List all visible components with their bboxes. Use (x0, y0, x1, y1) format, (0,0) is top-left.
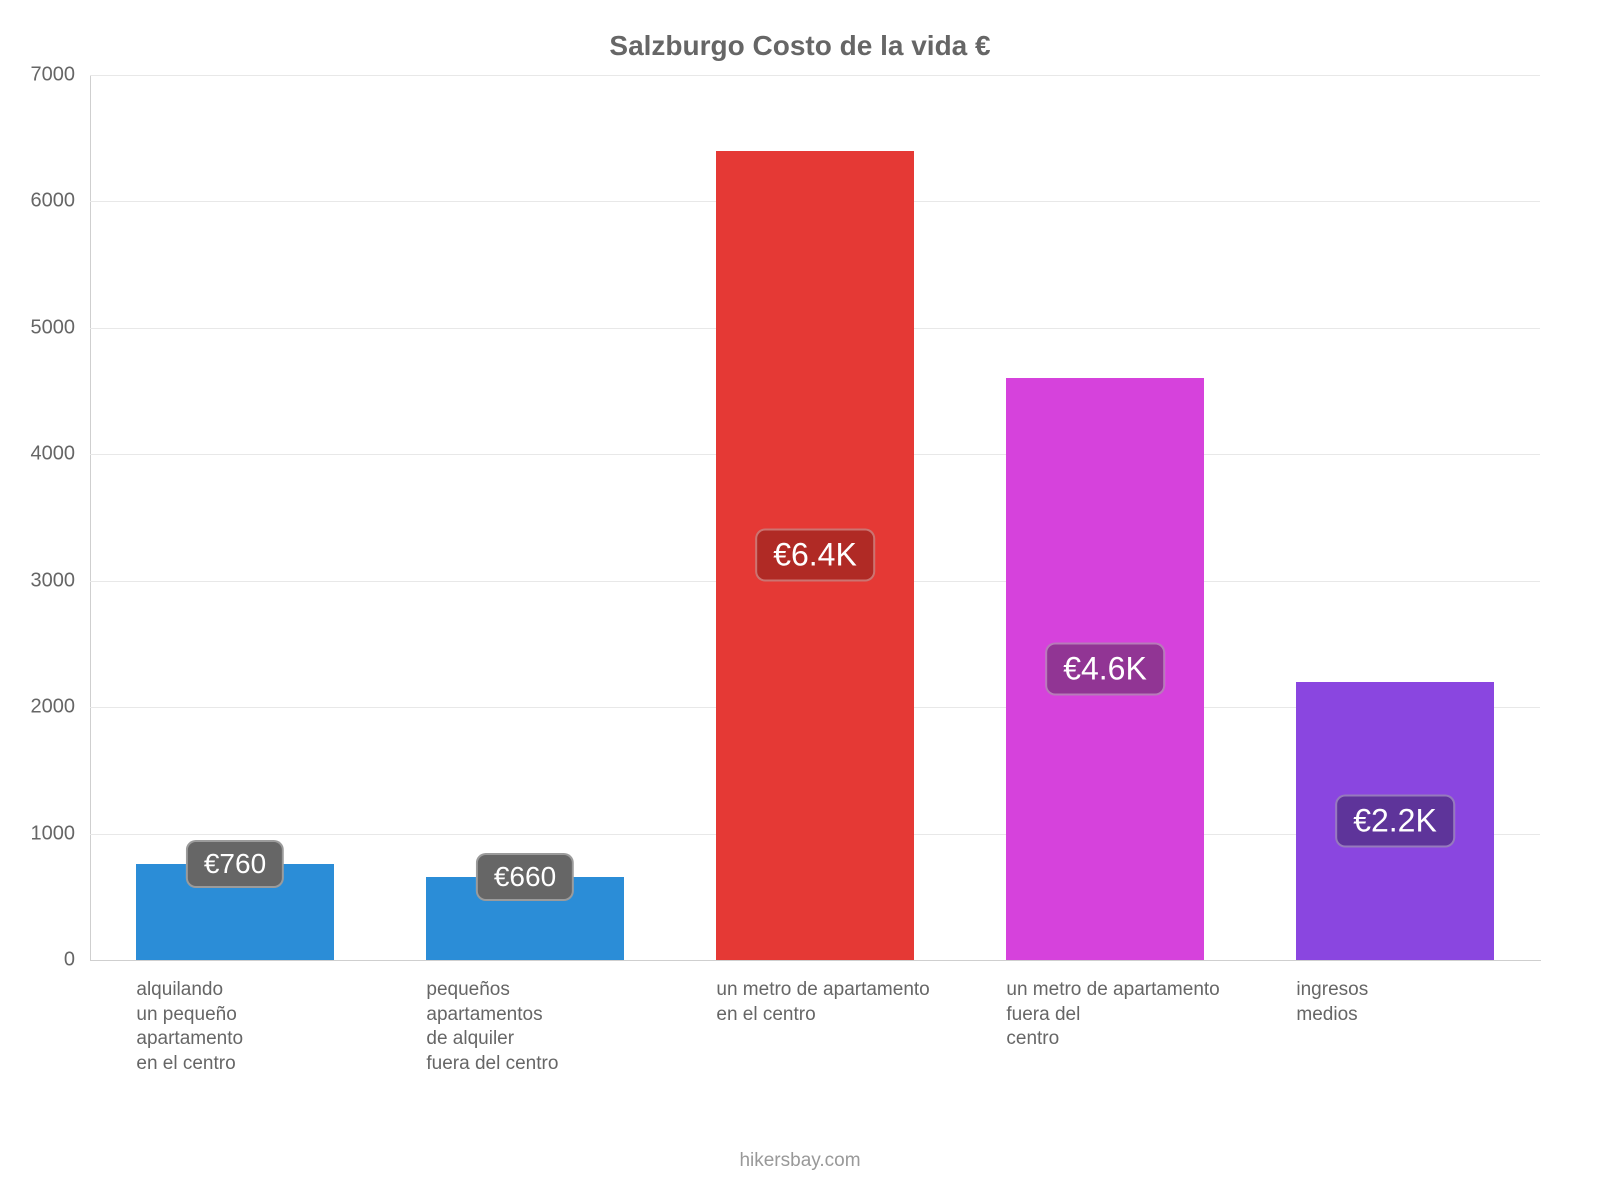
value-badge: €6.4K (755, 529, 875, 582)
value-badge: €760 (186, 840, 284, 888)
x-tick-label: alquilando un pequeño apartamento en el … (136, 978, 426, 1077)
y-tick-label: 0 (0, 949, 75, 972)
y-tick-label: 6000 (0, 190, 75, 213)
y-tick-label: 4000 (0, 443, 75, 466)
gridline (90, 75, 1540, 76)
y-tick-label: 5000 (0, 316, 75, 339)
y-tick-label: 3000 (0, 569, 75, 592)
chart-title: Salzburgo Costo de la vida € (0, 30, 1600, 62)
y-tick-label: 2000 (0, 696, 75, 719)
value-badge: €4.6K (1045, 643, 1165, 696)
y-tick-label: 7000 (0, 64, 75, 87)
credit-text: hikersbay.com (0, 1150, 1600, 1172)
y-tick-label: 1000 (0, 822, 75, 845)
x-tick-label: ingresos medios (1296, 978, 1586, 1027)
chart-container: Salzburgo Costo de la vida € hikersbay.c… (0, 0, 1600, 1200)
x-tick-label: un metro de apartamento en el centro (716, 978, 1006, 1027)
x-tick-label: un metro de apartamento fuera del centro (1006, 978, 1296, 1052)
x-tick-label: pequeños apartamentos de alquiler fuera … (426, 978, 716, 1077)
value-badge: €2.2K (1335, 794, 1455, 847)
value-badge: €660 (476, 853, 574, 901)
